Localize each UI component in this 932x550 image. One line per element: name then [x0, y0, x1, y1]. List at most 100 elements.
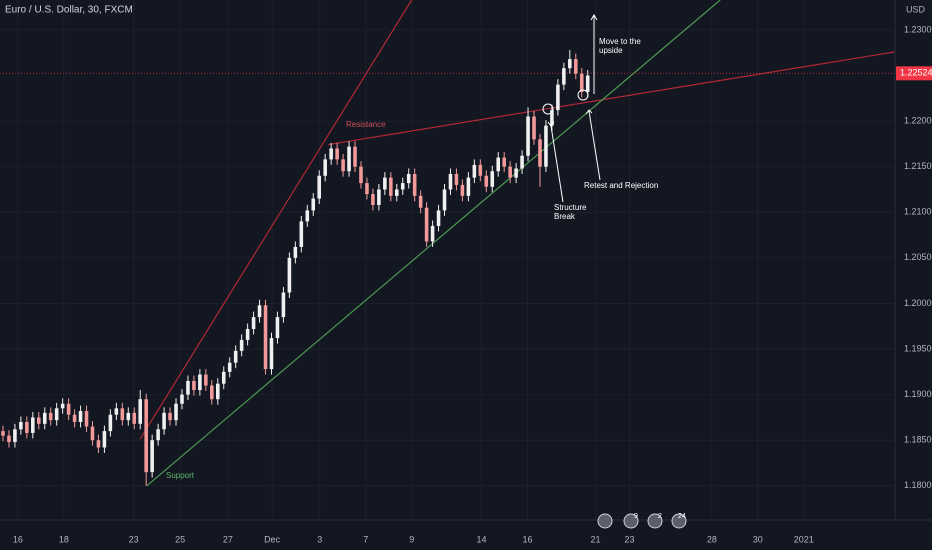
- candle-body: [162, 412, 166, 430]
- x-tick-label: 25: [175, 534, 185, 544]
- retest-label: Retest and Rejection: [584, 181, 658, 190]
- candles: [1, 49, 590, 486]
- x-tick-label: 23: [624, 534, 634, 544]
- x-tick-label: 2021: [794, 534, 814, 544]
- x-tick-label: 28: [707, 534, 717, 544]
- candle-body: [573, 59, 578, 74]
- event-flag[interactable]: [597, 513, 613, 529]
- candle-body: [317, 175, 322, 199]
- candle-body: [245, 328, 250, 340]
- candle-body: [25, 421, 29, 433]
- candle-body: [66, 403, 71, 415]
- candle-body: [436, 210, 441, 226]
- candle-body: [305, 210, 310, 222]
- candle-body: [257, 305, 262, 318]
- candle-body: [311, 198, 316, 211]
- candle-body: [263, 305, 268, 370]
- candle-body: [239, 339, 244, 351]
- arrow: [588, 110, 601, 181]
- trend-line: [328, 51, 896, 146]
- upside-line: Move to the: [599, 37, 641, 46]
- x-tick-label: 16: [13, 534, 23, 544]
- arrow-head: [585, 109, 593, 115]
- candle-body: [353, 146, 357, 167]
- candle-body: [13, 429, 17, 443]
- axes: 1.18000 1.18500 1.19000 1.19500 1.20000 1.205…: [13, 24, 932, 544]
- candle-body: [466, 177, 471, 196]
- candle-body: [341, 159, 345, 172]
- candle-body: [138, 399, 143, 424]
- candle-body: [150, 440, 154, 473]
- candle-body: [7, 435, 11, 443]
- candle-body: [269, 338, 274, 370]
- candle-body: [347, 146, 351, 172]
- candle-body: [424, 207, 429, 242]
- candle-body: [484, 175, 489, 187]
- candle-body: [210, 385, 214, 400]
- candle-body: [144, 399, 148, 473]
- candle-body: [84, 411, 89, 427]
- upside-line: upside: [599, 46, 623, 55]
- candle-body: [186, 380, 190, 395]
- candle-body: [126, 412, 131, 421]
- x-tick-label: 16: [522, 534, 532, 544]
- candle-body: [335, 148, 339, 160]
- y-tick-label: 1.18500: [904, 435, 932, 445]
- event-flag[interactable]: [671, 513, 687, 529]
- candle-body: [78, 411, 83, 422]
- y-tick-label: 1.21500: [904, 161, 932, 171]
- structure-break-line: Break: [554, 212, 576, 221]
- resistance-label: Resistance: [346, 120, 386, 129]
- candle-body: [406, 173, 411, 184]
- candle-body: [275, 317, 280, 339]
- structure-break-line: Structure: [554, 203, 587, 212]
- y-tick-label: 1.20500: [904, 252, 932, 262]
- candle-body: [168, 412, 172, 421]
- candle-body: [31, 417, 35, 433]
- candle-body: [227, 362, 232, 372]
- y-tick-label: 1.18000: [904, 480, 932, 490]
- candle-body: [520, 155, 524, 169]
- event-flag[interactable]: [623, 513, 639, 529]
- candle-body: [394, 189, 399, 196]
- x-tick-label: 7: [363, 534, 368, 544]
- candle-body: [383, 177, 387, 190]
- y-tick-label: 1.19000: [904, 389, 932, 399]
- candle-body: [19, 421, 23, 430]
- candle-body: [389, 177, 393, 196]
- x-tick-label: 18: [59, 534, 69, 544]
- y-tick-label: 1.23000: [904, 24, 932, 34]
- x-tick-label: Dec: [264, 534, 281, 544]
- candle-body: [556, 84, 560, 111]
- candle-body: [102, 431, 107, 448]
- x-tick-label: 14: [477, 534, 487, 544]
- trend-line: [146, 0, 721, 487]
- candle-body: [377, 189, 381, 205]
- x-tick-label: 23: [129, 534, 139, 544]
- event-flag[interactable]: [647, 513, 663, 529]
- y-tick-label: 1.22000: [904, 115, 932, 125]
- candle-body: [538, 139, 542, 167]
- x-tick-label: 27: [223, 534, 233, 544]
- last-price-label: 1.22524: [900, 68, 932, 78]
- candle-body: [329, 148, 333, 160]
- candle-body: [114, 408, 119, 415]
- break-circle: [542, 103, 554, 115]
- candle-body: [532, 116, 536, 140]
- candle-body: [180, 394, 184, 404]
- candle-body: [568, 59, 572, 69]
- candle-body: [460, 184, 465, 196]
- y-tick-label: 1.21000: [904, 207, 932, 217]
- candle-body: [496, 157, 501, 172]
- candle-body: [108, 414, 113, 432]
- annotation-shapes: [542, 14, 601, 203]
- x-tick-label: 9: [409, 534, 414, 544]
- y-axis-label: USD: [906, 4, 926, 14]
- candle-body: [48, 412, 53, 421]
- candle-body: [54, 408, 59, 421]
- candle-body: [508, 166, 512, 178]
- candle-body: [472, 164, 477, 178]
- candle-body: [430, 225, 435, 242]
